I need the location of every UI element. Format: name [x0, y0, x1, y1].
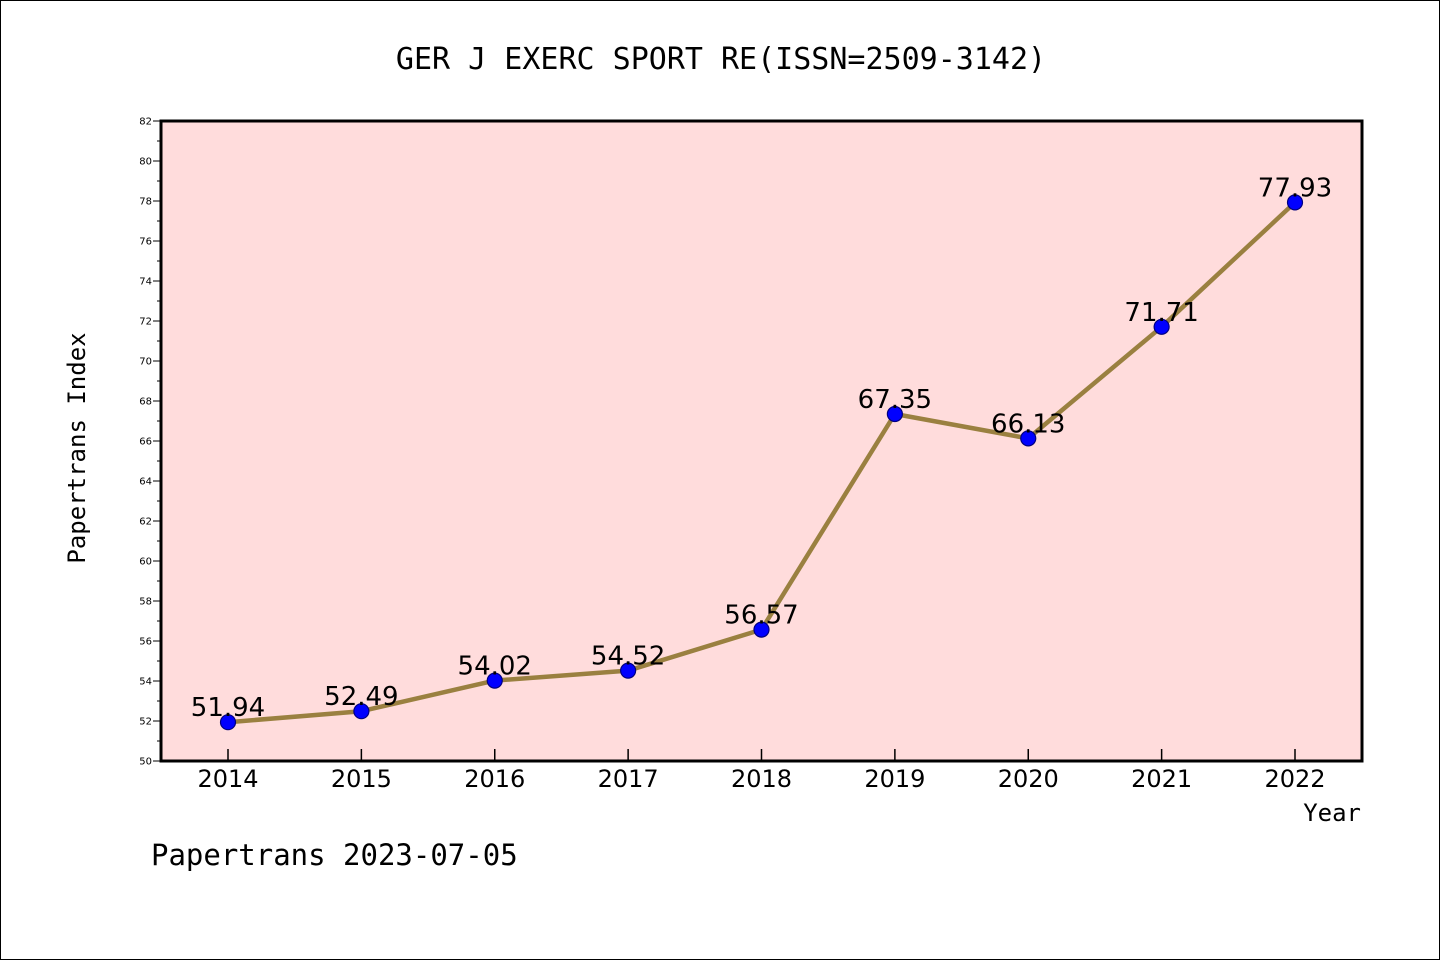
footer-date: Papertrans 2023-07-05 [151, 838, 518, 872]
data-point [1020, 430, 1037, 447]
y-tick-label: 64 [139, 477, 152, 488]
x-axis-label: Year [1303, 799, 1361, 827]
y-tick-label: 82 [139, 117, 152, 128]
data-label: 67.35 [858, 385, 932, 415]
data-point [753, 621, 770, 638]
data-label: 77.93 [1258, 173, 1332, 203]
y-tick-label: 54 [139, 677, 152, 688]
plot-border [159, 119, 1364, 763]
data-point [219, 714, 237, 731]
data-point [1286, 194, 1304, 211]
x-tick-label: 2016 [464, 765, 525, 793]
y-tick-label: 58 [139, 597, 152, 608]
data-label: 52.49 [324, 682, 398, 712]
y-tick-label: 70 [139, 357, 152, 368]
x-tick-label: 2020 [998, 765, 1059, 793]
plot-area [161, 121, 1362, 761]
x-axis: 2014 2015 2016 2017 2018 2019 2020 2021 2022 [197, 749, 1326, 793]
y-axis-label: Papertrans Index [63, 332, 91, 563]
y-tick-label: 62 [139, 517, 152, 528]
y-tick-label: 52 [139, 717, 152, 728]
data-point [1153, 318, 1170, 335]
y-tick-label: 66 [139, 437, 152, 448]
y-tick-label: 50 [139, 757, 152, 768]
data-label: 71.71 [1124, 298, 1198, 328]
data-label: 54.52 [591, 642, 665, 672]
x-tick-label: 2017 [598, 765, 659, 793]
y-axis: 50 52 54 56 58 60 62 64 66 68 70 72 74 76 78 80 82 [139, 117, 161, 768]
data-point [353, 703, 370, 720]
data-point [886, 405, 903, 423]
data-label: 66.13 [991, 409, 1065, 439]
x-tick-label: 2022 [1264, 765, 1325, 793]
y-tick-label: 68 [139, 397, 152, 408]
y-tick-label: 78 [139, 197, 152, 208]
x-tick-label: 2019 [864, 765, 925, 793]
data-label: 54.02 [458, 652, 532, 682]
chart-title: GER J EXERC SPORT RE(ISSN=2509-3142) [396, 42, 1046, 77]
y-tick-label: 60 [139, 557, 152, 568]
data-label: 56.57 [724, 601, 798, 631]
data-point [486, 672, 503, 689]
y-tick-label: 80 [139, 157, 152, 168]
y-tick-label: 74 [139, 277, 152, 288]
y-tick-label: 56 [139, 637, 152, 648]
x-tick-label: 2014 [197, 765, 258, 793]
data-point [620, 662, 637, 679]
x-tick-label: 2021 [1131, 765, 1192, 793]
x-tick-label: 2018 [731, 765, 792, 793]
x-tick-label: 2015 [331, 765, 392, 793]
y-tick-label: 76 [139, 237, 152, 248]
y-tick-label: 72 [139, 317, 152, 328]
data-label: 51.94 [191, 693, 265, 723]
series-group: 51.94 52.49 54.02 54.52 56.57 67.35 66.13 71.71… [191, 173, 1332, 731]
